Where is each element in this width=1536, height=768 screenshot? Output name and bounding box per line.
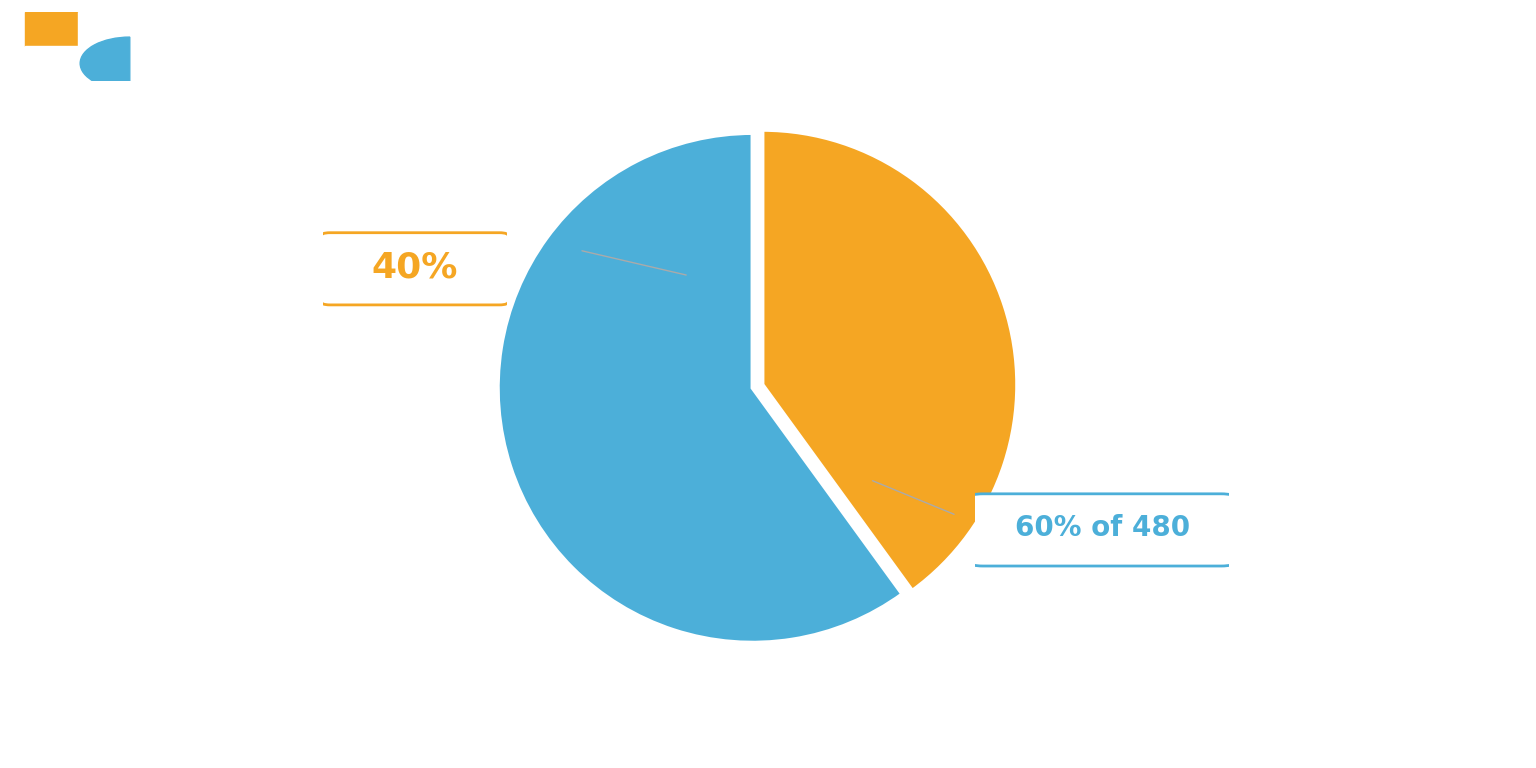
Text: STORY OF MATHEMATICS: STORY OF MATHEMATICS	[48, 91, 114, 96]
Wedge shape	[498, 133, 903, 643]
Polygon shape	[77, 12, 129, 46]
Polygon shape	[25, 46, 77, 81]
FancyBboxPatch shape	[321, 233, 508, 305]
Wedge shape	[80, 37, 129, 90]
FancyBboxPatch shape	[971, 494, 1233, 566]
Wedge shape	[762, 130, 1017, 591]
Text: 40%: 40%	[372, 250, 458, 284]
Text: 60% of 480: 60% of 480	[1014, 515, 1190, 542]
Polygon shape	[25, 12, 77, 46]
Text: SOM: SOM	[51, 61, 111, 84]
